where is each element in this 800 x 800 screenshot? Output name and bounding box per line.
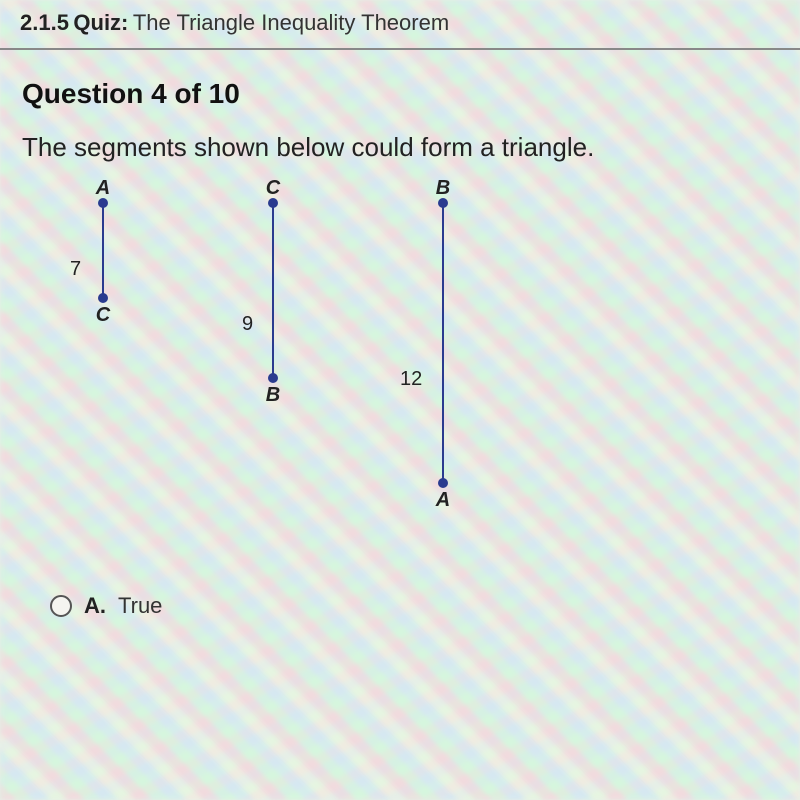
question-area: Question 4 of 10 The segments shown belo… <box>0 50 800 563</box>
segment-length-label: 9 <box>242 313 253 336</box>
segment-length-label: 7 <box>70 258 81 281</box>
section-number: 2.1.5 <box>20 10 69 35</box>
quiz-content: 2.1.5 Quiz: The Triangle Inequality Theo… <box>0 0 800 619</box>
quiz-header: 2.1.5 Quiz: The Triangle Inequality Theo… <box>0 0 800 50</box>
answer-option-a[interactable]: A. True <box>50 593 750 619</box>
segment-bottom-label: B <box>266 384 280 407</box>
segment-length-label: 12 <box>400 368 422 391</box>
radio-icon[interactable] <box>50 595 72 617</box>
segment-top-label: C <box>266 177 280 200</box>
endpoint-icon <box>438 478 448 488</box>
quiz-title: The Triangle Inequality Theorem <box>133 10 449 35</box>
segment-bottom-label: C <box>96 304 110 327</box>
answer-letter: A. <box>84 593 106 619</box>
segment-top-label: A <box>96 177 110 200</box>
segments-diagram: AC7CB9BA12 <box>32 183 552 563</box>
segment-bottom-label: A <box>436 489 450 512</box>
question-number: Question 4 of 10 <box>22 78 778 110</box>
segment-top-label: B <box>436 177 450 200</box>
segment-line <box>442 203 444 483</box>
endpoint-icon <box>98 293 108 303</box>
answer-text: True <box>118 593 162 619</box>
answer-list: A. True <box>0 563 800 619</box>
segment-line <box>272 203 274 378</box>
header-label: Quiz: <box>73 10 128 35</box>
segment-2: BA12 <box>442 203 444 483</box>
segment-0: AC7 <box>102 203 104 298</box>
question-text: The segments shown below could form a tr… <box>22 132 778 163</box>
segment-line <box>102 203 104 298</box>
segment-1: CB9 <box>272 203 274 378</box>
endpoint-icon <box>268 373 278 383</box>
